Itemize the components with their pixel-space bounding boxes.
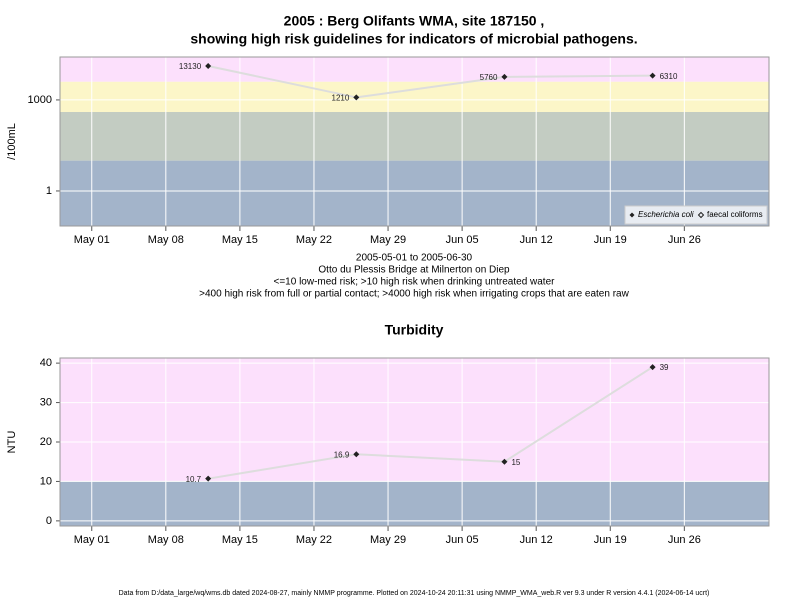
x-tick-label: May 15 [222, 534, 258, 546]
x-tick-label: May 01 [74, 234, 110, 246]
y-tick-label: 20 [40, 436, 52, 448]
risk-band [60, 57, 769, 82]
data-label: 39 [660, 363, 669, 372]
data-point [501, 458, 508, 465]
x-tick-label: Jun 05 [446, 234, 479, 246]
data-label: 10.7 [186, 475, 202, 484]
data-label: 5760 [480, 73, 498, 82]
x-tick-label: Jun 19 [594, 234, 627, 246]
chart-title: 2005 : Berg Olifants WMA, site 187150 , [284, 13, 545, 29]
x-tick-label: May 29 [370, 534, 406, 546]
chart-title: Turbidity [385, 322, 444, 338]
data-point [649, 364, 656, 371]
series-line [207, 366, 654, 480]
footer: Data from D:/data_large/wq/wms.db dated … [119, 590, 710, 597]
legend-marker [629, 212, 635, 218]
series-line [207, 65, 653, 99]
data-point [353, 451, 360, 458]
y-tick-label: 30 [40, 396, 52, 408]
chart-subtitle: showing high risk guidelines for indicat… [190, 31, 637, 47]
x-tick-label: Jun 12 [520, 234, 553, 246]
data-point [205, 63, 212, 70]
y-tick-label: 1000 [28, 94, 52, 106]
legend-marker [697, 211, 705, 219]
data-label: 16.9 [334, 450, 350, 459]
x-tick-label: Jun 26 [668, 234, 701, 246]
x-tick-label: May 08 [148, 234, 184, 246]
x-tick-label: May 29 [370, 234, 406, 246]
data-label: 6310 [660, 72, 678, 81]
data-point [353, 94, 360, 101]
y-tick-label: 0 [46, 515, 52, 527]
note: Otto du Plessis Bridge at Milnerton on D… [318, 265, 510, 276]
x-tick-label: May 15 [222, 234, 258, 246]
note: <=10 low-med risk; >10 high risk when dr… [274, 277, 556, 288]
x-tick-label: Jun 19 [594, 534, 627, 546]
y-tick-label: 40 [40, 357, 52, 369]
risk-band [60, 481, 769, 526]
x-tick-label: May 22 [296, 234, 332, 246]
note: 2005-05-01 to 2005-06-30 [356, 253, 473, 264]
data-label: 13130 [179, 62, 202, 71]
note: >400 high risk from full or partial cont… [199, 289, 629, 300]
data-point [205, 475, 212, 482]
plot-frame [59, 56, 770, 227]
x-tick-label: May 01 [74, 534, 110, 546]
legend-label: Escherichia coli [638, 210, 694, 219]
x-tick-label: Jun 26 [668, 534, 701, 546]
risk-band [60, 81, 769, 113]
data-point [501, 73, 508, 80]
x-tick-label: May 08 [148, 534, 184, 546]
data-label: 15 [511, 458, 520, 467]
risk-band [60, 112, 769, 161]
data-label: 1210 [332, 94, 350, 103]
y-axis-label: NTU [6, 431, 18, 454]
y-axis-label: /100mL [6, 123, 18, 160]
x-tick-label: May 22 [296, 534, 332, 546]
risk-band [60, 358, 769, 482]
legend-label: faecal coliforms [707, 210, 763, 219]
x-tick-label: Jun 12 [520, 534, 553, 546]
y-tick-label: 10 [40, 475, 52, 487]
y-tick-label: 1 [46, 185, 52, 197]
legend-box [624, 205, 768, 225]
data-point [649, 72, 656, 79]
x-tick-label: Jun 05 [446, 534, 479, 546]
plot-frame [59, 357, 770, 527]
